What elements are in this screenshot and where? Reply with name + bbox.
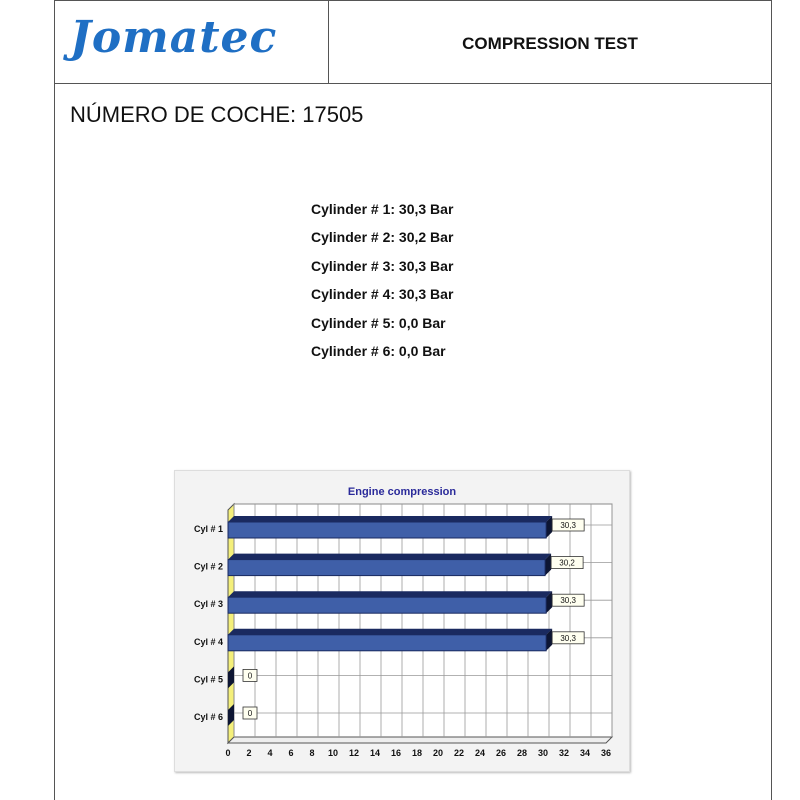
data-label-box xyxy=(242,668,258,682)
bar-side xyxy=(546,628,553,651)
reading-3: Cylinder # 3: 30,3 Bar xyxy=(311,257,454,274)
reading-1: Cylinder # 1: 30,3 Bar xyxy=(311,201,454,217)
y-tick-label: Cyl # 2 xyxy=(194,562,223,572)
x-tick-label: 28 xyxy=(517,748,527,758)
x-tick-label: 6 xyxy=(288,748,293,758)
x-tick-label: 4 xyxy=(267,748,272,758)
data-label-box xyxy=(551,593,585,607)
bar-side xyxy=(228,704,234,726)
header: Jomatec COMPRESSION TEST xyxy=(54,0,772,84)
bar xyxy=(227,634,547,652)
data-label: 30,3 xyxy=(560,634,576,643)
bar-side xyxy=(546,516,553,538)
data-label: 30,2 xyxy=(559,559,575,568)
bar-top xyxy=(228,591,553,598)
x-tick-label: 36 xyxy=(601,748,611,758)
x-tick-label: 20 xyxy=(433,748,443,758)
chart-title: Engine compression xyxy=(348,486,456,498)
x-tick-label: 10 xyxy=(328,748,338,758)
x-tick-label: 32 xyxy=(559,748,569,758)
x-tick-label: 8 xyxy=(309,748,314,758)
car-number: NÚMERO DE COCHE: 17505 xyxy=(70,102,364,127)
data-label: 30,3 xyxy=(560,596,576,605)
x-tick-label: 24 xyxy=(475,748,485,758)
data-label: 0 xyxy=(248,709,253,718)
jomatec-logo: Jomatec xyxy=(70,12,278,63)
y-tick-label: Cyl # 3 xyxy=(194,599,223,609)
data-label: 0 xyxy=(248,671,253,680)
bar-top xyxy=(228,516,553,522)
bar-top xyxy=(228,628,553,635)
cylinder-readings: Cylinder # 1: 30,3 Bar Cylinder # 2: 30,… xyxy=(311,201,453,371)
bar xyxy=(227,559,546,577)
data-label-box xyxy=(551,631,585,645)
x-tick-label: 14 xyxy=(370,748,380,758)
bar-side xyxy=(546,591,553,614)
x-tick-label: 0 xyxy=(225,748,230,758)
x-tick-label: 16 xyxy=(391,748,401,758)
y-tick-label: Cyl # 4 xyxy=(194,637,223,647)
x-tick-label: 18 xyxy=(412,748,422,758)
y-tick-label: Cyl # 6 xyxy=(194,712,223,722)
data-label-box xyxy=(550,556,584,569)
logo-cell: Jomatec xyxy=(54,0,329,84)
page-frame xyxy=(54,0,772,800)
x-tick-label: 26 xyxy=(496,748,506,758)
bar xyxy=(227,521,547,539)
x-tick-label: 34 xyxy=(580,748,590,758)
page-title: COMPRESSION TEST xyxy=(462,34,638,53)
floor xyxy=(226,736,614,744)
bar-top xyxy=(228,553,552,560)
x-tick-label: 2 xyxy=(246,748,251,758)
reading-2: Cylinder # 2: 30,2 Bar xyxy=(311,229,454,246)
reading-6: Cylinder # 6: 0,0 Bar xyxy=(311,342,446,359)
x-tick-label: 22 xyxy=(454,748,464,758)
x-tick-label: 30 xyxy=(538,748,548,758)
data-label-box xyxy=(551,518,585,532)
reading-5: Cylinder # 5: 0,0 Bar xyxy=(311,314,446,331)
data-label-box xyxy=(242,706,258,720)
reading-4: Cylinder # 4: 30,3 Bar xyxy=(311,286,454,303)
y-tick-label: Cyl # 1 xyxy=(194,524,223,534)
x-tick-label: 12 xyxy=(349,748,359,758)
data-label: 30,3 xyxy=(560,521,576,530)
chart-panel: Engine compression 0 2 4 6 8 10 12 14 16 18 20 22 24 2… xyxy=(174,470,630,772)
bar-side xyxy=(545,553,552,576)
y-tick-label: Cyl # 5 xyxy=(194,674,223,684)
bar xyxy=(227,596,547,614)
bar-side xyxy=(228,666,234,689)
